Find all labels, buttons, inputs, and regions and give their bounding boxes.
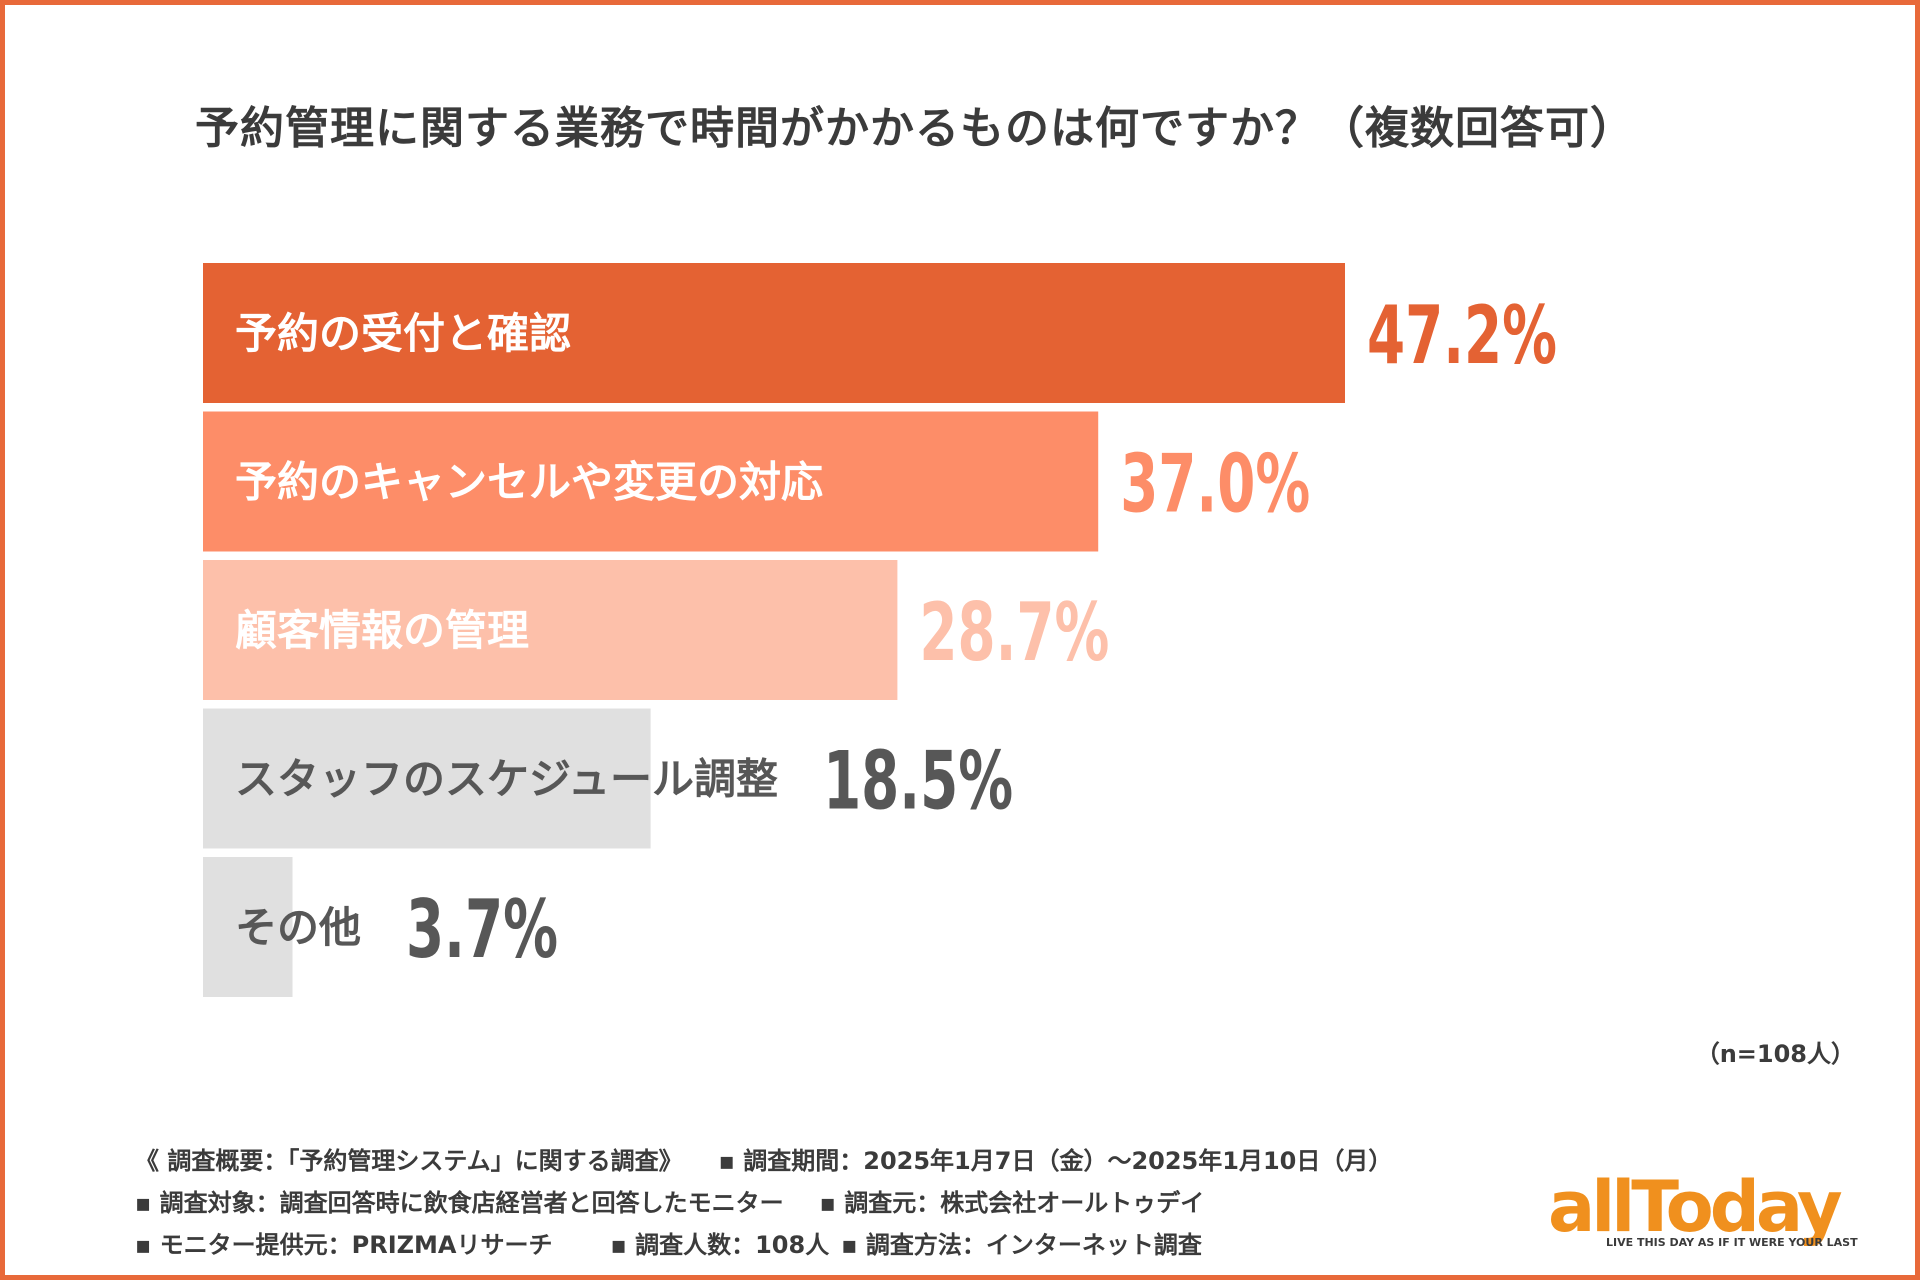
bar-label-0: 予約の受付と確認 bbox=[235, 309, 571, 358]
bar-value-4: 3.7% bbox=[406, 883, 558, 976]
notes-line-3: ▪ モニター提供元：PRIZMAリサーチ ▪ 調査人数：108人 ▪ 調査方法：イン… bbox=[135, 1224, 1392, 1266]
survey-period: ▪ 調査期間：2025年1月7日（金）～2025年1月10日（月） bbox=[718, 1147, 1393, 1175]
survey-overview: 《 調査概要：「予約管理システム」に関する調査》 bbox=[135, 1147, 683, 1175]
bar-2 bbox=[203, 560, 898, 700]
bar-value-3: 18.5% bbox=[823, 735, 1013, 828]
bar-value-0: 47.2% bbox=[1367, 289, 1557, 382]
alltoday-logo: allToday LIVE THIS DAY AS IF IT WERE YOU… bbox=[1548, 1172, 1868, 1252]
survey-method: ▪ 調査方法：インターネット調査 bbox=[841, 1231, 1202, 1259]
survey-target: ▪ 調査対象：調査回答時に飲食店経営者と回答したモニター bbox=[135, 1189, 784, 1217]
bar-value-1: 37.0% bbox=[1120, 438, 1310, 531]
notes-line-1: 《 調査概要：「予約管理システム」に関する調査》 ▪ 調査期間：2025年1月7日… bbox=[135, 1140, 1392, 1182]
bar-label-2: 顧客情報の管理 bbox=[235, 606, 529, 655]
bar-value-2: 28.7% bbox=[919, 586, 1109, 679]
logo-wordmark: allToday bbox=[1548, 1166, 1843, 1248]
sample-size: （n=108人） bbox=[1695, 1040, 1855, 1068]
bar-label-3: スタッフのスケジュール調整 bbox=[235, 755, 778, 804]
bar-1 bbox=[203, 411, 1099, 552]
notes-line-2: ▪ 調査対象：調査回答時に飲食店経営者と回答したモニター ▪ 調査元：株式会社オー… bbox=[135, 1182, 1392, 1224]
bar-label-1: 予約のキャンセルや変更の対応 bbox=[235, 458, 823, 507]
bar-chart: 予約の受付と確認 47.2% 予約のキャンセルや変更の対応 37.0% 顧客情報の管理 2… bbox=[203, 263, 1557, 997]
bar-4 bbox=[203, 857, 293, 997]
monitor-provider: ▪ モニター提供元：PRIZMAリサーチ bbox=[135, 1231, 553, 1259]
bar-0 bbox=[203, 263, 1345, 403]
bar-3 bbox=[203, 708, 651, 849]
survey-count: ▪ 調査人数：108人 bbox=[610, 1231, 830, 1259]
survey-notes: 《 調査概要：「予約管理システム」に関する調査》 ▪ 調査期間：2025年1月7日… bbox=[135, 1140, 1392, 1266]
survey-source: ▪ 調査元：株式会社オールトゥデイ bbox=[819, 1189, 1205, 1217]
chart-title: 予約管理に関する業務で時間がかかるものは何ですか？（複数回答可） bbox=[195, 103, 1635, 154]
logo-tagline: LIVE THIS DAY AS IF IT WERE YOUR LAST bbox=[1606, 1236, 1858, 1249]
bar-label-4: その他 bbox=[235, 903, 361, 952]
